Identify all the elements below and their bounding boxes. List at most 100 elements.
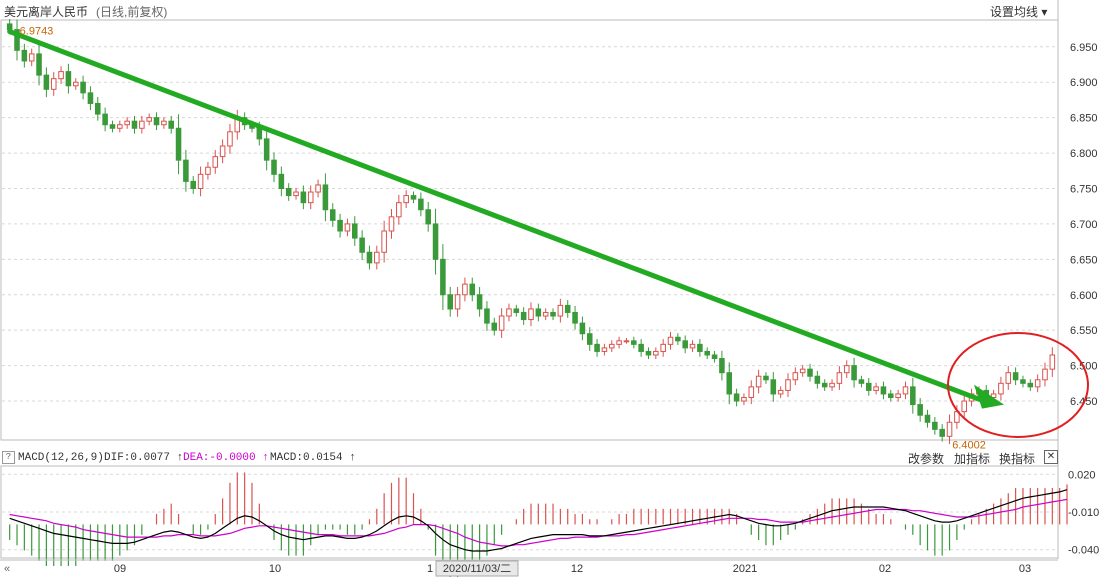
candle-body bbox=[124, 120, 130, 126]
candle-body bbox=[293, 191, 299, 197]
candle-body bbox=[278, 173, 285, 189]
candle-body bbox=[462, 283, 468, 296]
x-tick-label: 02 bbox=[879, 563, 891, 575]
candle-body bbox=[888, 393, 894, 398]
candle-body bbox=[814, 375, 821, 384]
annotations: 6.9743 6.4002 bbox=[7, 26, 1089, 451]
candle-body bbox=[484, 308, 490, 324]
hover-date-label: 2020/11/03/二 bbox=[443, 563, 511, 575]
candle-body bbox=[153, 117, 160, 126]
candle-body bbox=[733, 393, 740, 402]
chart-header: 美元离岸人民币 (日线,前复权) 设置均线 ▾ bbox=[0, 0, 1060, 20]
candle-body bbox=[755, 375, 762, 388]
switch-indicator-button[interactable]: 换指标 bbox=[999, 452, 1036, 466]
candle-body bbox=[799, 368, 806, 374]
candle-body bbox=[65, 71, 72, 87]
candle-body bbox=[381, 230, 387, 253]
candle-body bbox=[491, 322, 498, 331]
candle-body bbox=[711, 354, 718, 360]
candle-body bbox=[183, 159, 189, 182]
candle-body bbox=[1020, 379, 1026, 384]
candle-body bbox=[447, 294, 454, 310]
y-tick-label: 6.550 bbox=[1070, 325, 1098, 337]
candle-body bbox=[763, 375, 769, 381]
y-axis: 6.950 6.900 6.850 6.800 6.750 6.700 6.650 6.600… bbox=[1070, 42, 1098, 408]
candle-body bbox=[21, 49, 28, 62]
highlight-circle bbox=[947, 332, 1089, 438]
x-tick-label: 10 bbox=[269, 563, 281, 575]
change-params-button[interactable]: 改参数 bbox=[908, 452, 945, 466]
candle-body bbox=[682, 340, 688, 349]
candle-body bbox=[87, 92, 94, 104]
macd-panel: 0.020 -0.010 -0.040 bbox=[0, 465, 1099, 577]
candle-body bbox=[557, 304, 564, 317]
x-tick-label: 1 bbox=[427, 563, 433, 575]
candle-body bbox=[961, 400, 967, 413]
candle-body bbox=[990, 393, 997, 398]
candle-body bbox=[410, 195, 417, 200]
candle-body bbox=[14, 29, 20, 51]
candle-body bbox=[829, 382, 835, 388]
candle-body bbox=[858, 379, 865, 384]
candle-body bbox=[895, 393, 901, 398]
macd-label: MACD(12,26,9) bbox=[18, 452, 104, 464]
candle-body bbox=[719, 358, 725, 374]
candle-body bbox=[425, 209, 431, 225]
candle-body bbox=[454, 294, 461, 310]
close-icon[interactable]: ✕ bbox=[1044, 450, 1058, 464]
candle-body bbox=[109, 124, 116, 129]
candle-body bbox=[608, 343, 615, 349]
candle-body bbox=[520, 311, 527, 321]
candle-body bbox=[36, 53, 42, 76]
candle-body bbox=[80, 81, 86, 94]
candle-body bbox=[117, 124, 123, 129]
candle-body bbox=[998, 382, 1004, 395]
candle-body bbox=[440, 258, 446, 296]
candle-body bbox=[594, 343, 600, 352]
candle-body bbox=[638, 343, 644, 352]
candle-body bbox=[1042, 368, 1048, 381]
chart-subtitle: (日线,前复权) bbox=[96, 5, 168, 19]
x-axis: « 09 10 1 12 2021 02 03 2020/11/03/二 bbox=[0, 559, 1058, 577]
candle-body bbox=[660, 343, 666, 352]
candle-body bbox=[777, 389, 784, 395]
candle-body bbox=[1034, 379, 1041, 388]
candle-body bbox=[43, 74, 50, 90]
candle-body bbox=[910, 386, 916, 406]
hover-date-box bbox=[435, 560, 519, 577]
candle-body bbox=[396, 202, 402, 218]
y-tick-label: 6.600 bbox=[1070, 290, 1098, 302]
candle-body bbox=[418, 198, 424, 211]
help-icon[interactable]: ? bbox=[2, 451, 15, 464]
y-tick-label: 6.750 bbox=[1070, 183, 1098, 195]
candle-body bbox=[1027, 382, 1034, 388]
candle-body bbox=[263, 138, 270, 161]
candle-body bbox=[667, 336, 674, 345]
x-tick-label: 03 bbox=[1019, 563, 1031, 575]
candle-body bbox=[359, 237, 365, 253]
macd-legend: ? MACD(12,26,9) DIF:0.0077 ↑ DEA:-0.0000… bbox=[0, 449, 1060, 467]
candle-body bbox=[631, 340, 637, 345]
add-indicator-button[interactable]: 加指标 bbox=[954, 452, 991, 466]
candle-body bbox=[322, 184, 329, 211]
candle-body bbox=[1005, 372, 1012, 384]
candle-body bbox=[72, 81, 79, 87]
candle-body bbox=[219, 145, 226, 158]
candle-body bbox=[528, 308, 534, 321]
candle-body bbox=[836, 372, 843, 384]
candle-body bbox=[168, 120, 174, 129]
candle-body bbox=[542, 311, 549, 317]
x-tick-label: 2021 bbox=[733, 563, 757, 575]
candle-body bbox=[697, 343, 703, 352]
candle-body bbox=[748, 386, 755, 398]
candle-body bbox=[58, 71, 64, 80]
macd-frame bbox=[0, 465, 1059, 559]
candle-body bbox=[307, 191, 314, 204]
candle-body bbox=[726, 372, 733, 395]
candle-body bbox=[1049, 354, 1056, 370]
candle-body bbox=[469, 283, 476, 296]
candle-body bbox=[175, 127, 182, 161]
ma-setting-button[interactable]: 设置均线 ▾ bbox=[990, 5, 1048, 19]
candle-body bbox=[873, 386, 879, 391]
